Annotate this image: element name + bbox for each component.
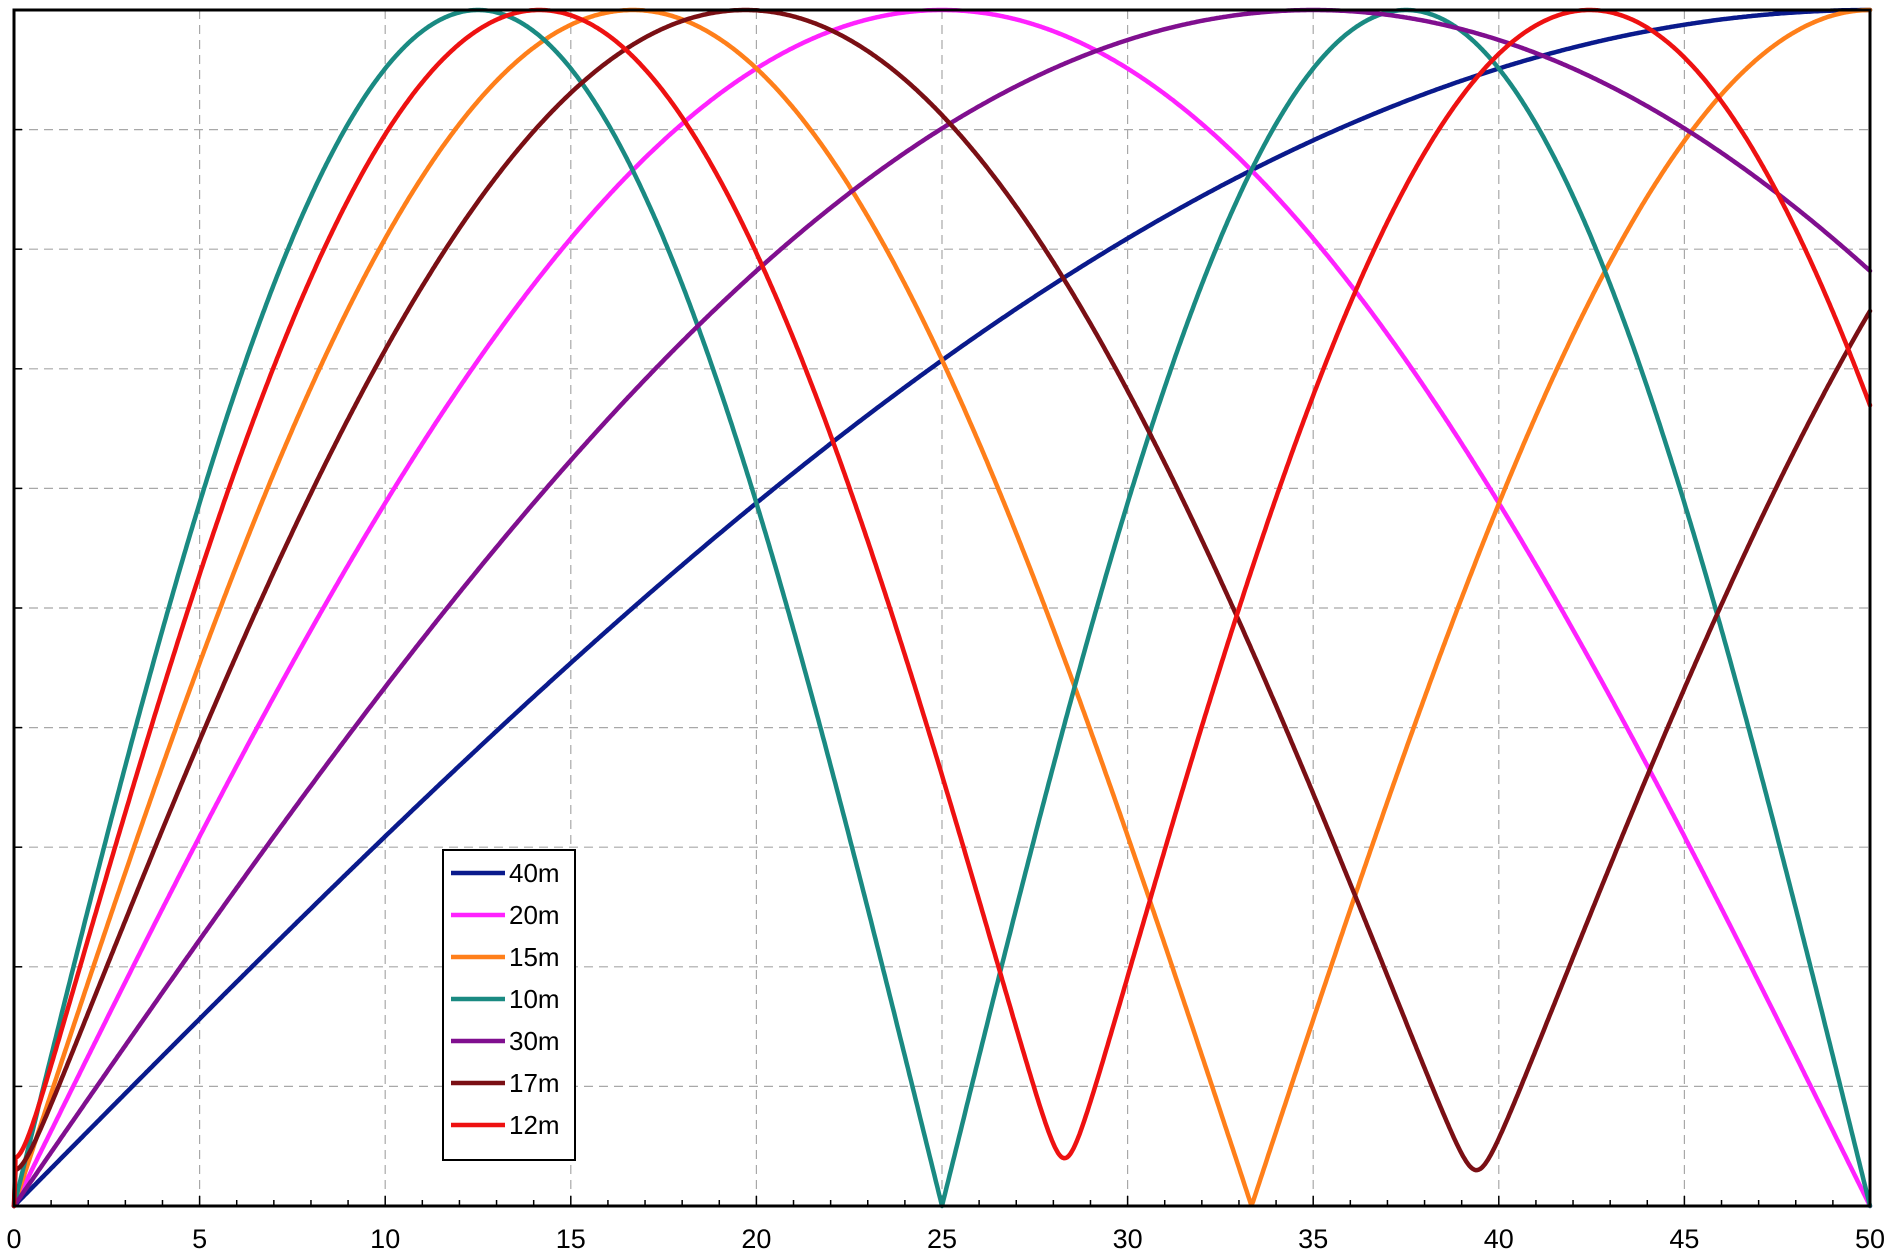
series-line-30m xyxy=(11,7,1873,1209)
x-tick-label: 25 xyxy=(927,1224,957,1254)
legend-box xyxy=(442,849,576,1161)
legend: 40m 20m 15m 10m 30m 17m 12m xyxy=(442,849,576,1161)
x-tick-label: 50 xyxy=(1855,1224,1885,1254)
series-line-17m xyxy=(11,7,1873,1209)
x-tick-label: 45 xyxy=(1669,1224,1699,1254)
series-line-12m xyxy=(11,7,1873,1209)
x-tick-label: 15 xyxy=(556,1224,586,1254)
x-tick-label: 0 xyxy=(6,1224,21,1254)
x-tick-label: 40 xyxy=(1484,1224,1514,1254)
x-tick-label: 35 xyxy=(1298,1224,1328,1254)
legend-label-20m: 20m xyxy=(509,900,560,930)
x-tick-label: 20 xyxy=(741,1224,771,1254)
grid xyxy=(14,10,1870,1206)
plot-frame xyxy=(12,8,1872,1208)
legend-label-10m: 10m xyxy=(509,984,560,1014)
legend-label-40m: 40m xyxy=(509,858,560,888)
series-line-15m xyxy=(11,7,1873,1209)
legend-label-30m: 30m xyxy=(509,1026,560,1056)
x-tick-label: 5 xyxy=(192,1224,207,1254)
x-tick-label: 10 xyxy=(370,1224,400,1254)
x-tick-label: 30 xyxy=(1113,1224,1143,1254)
legend-label-17m: 17m xyxy=(509,1068,560,1098)
legend-label-12m: 12m xyxy=(509,1110,560,1140)
x-axis: 0 5 10 15 20 25 30 35 40 45 50 xyxy=(6,1224,1885,1254)
legend-label-15m: 15m xyxy=(509,942,560,972)
